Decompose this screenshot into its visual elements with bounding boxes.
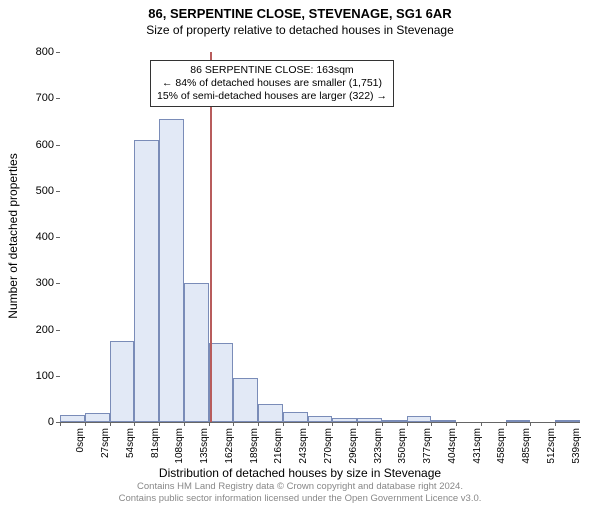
- plot-area: 01002003004005006007008000sqm27sqm54sqm8…: [60, 52, 580, 423]
- histogram-bar: [60, 415, 85, 422]
- xtick-mark: [233, 422, 234, 426]
- histogram-bar: [407, 416, 432, 422]
- histogram-bar: [308, 416, 333, 422]
- xtick-label: 189sqm: [249, 428, 260, 464]
- property-marker-line: [210, 52, 212, 422]
- histogram-bar: [555, 420, 580, 422]
- ytick-mark: [56, 330, 60, 331]
- xtick-mark: [332, 422, 333, 426]
- histogram-bar: [382, 420, 407, 422]
- xtick-label: 377sqm: [422, 428, 433, 464]
- xtick-label: 243sqm: [298, 428, 309, 464]
- x-axis-label: Distribution of detached houses by size …: [0, 466, 600, 480]
- xtick-label: 108sqm: [174, 428, 185, 464]
- xtick-label: 431sqm: [472, 428, 483, 464]
- histogram-bar: [332, 418, 357, 422]
- ytick-label: 0: [24, 416, 54, 428]
- xtick-mark: [357, 422, 358, 426]
- xtick-mark: [184, 422, 185, 426]
- xtick-label: 135sqm: [199, 428, 210, 464]
- xtick-mark: [506, 422, 507, 426]
- footer-line-1: Contains HM Land Registry data © Crown c…: [0, 481, 600, 492]
- histogram-bar: [184, 283, 209, 422]
- xtick-label: 81sqm: [150, 428, 161, 458]
- ytick-label: 300: [24, 277, 54, 289]
- footer-line-2: Contains public sector information licen…: [0, 493, 600, 504]
- xtick-mark: [60, 422, 61, 426]
- xtick-label: 512sqm: [546, 428, 557, 464]
- histogram-bar: [258, 404, 283, 423]
- ytick-mark: [56, 145, 60, 146]
- histogram-bar: [209, 343, 234, 422]
- ytick-mark: [56, 52, 60, 53]
- xtick-mark: [555, 422, 556, 426]
- xtick-mark: [456, 422, 457, 426]
- xtick-label: 404sqm: [447, 428, 458, 464]
- xtick-label: 485sqm: [521, 428, 532, 464]
- ytick-mark: [56, 98, 60, 99]
- annotation-line-3: 15% of semi-detached houses are larger (…: [157, 90, 387, 103]
- xtick-label: 539sqm: [571, 428, 582, 464]
- xtick-label: 0sqm: [75, 428, 86, 452]
- ytick-mark: [56, 191, 60, 192]
- xtick-mark: [85, 422, 86, 426]
- histogram-bar: [85, 413, 110, 422]
- histogram-bar: [506, 420, 531, 422]
- annotation-line-2: ← 84% of detached houses are smaller (1,…: [157, 77, 387, 90]
- xtick-mark: [283, 422, 284, 426]
- ytick-label: 100: [24, 370, 54, 382]
- xtick-mark: [481, 422, 482, 426]
- ytick-label: 800: [24, 46, 54, 58]
- ytick-label: 400: [24, 231, 54, 243]
- xtick-mark: [407, 422, 408, 426]
- xtick-mark: [209, 422, 210, 426]
- xtick-label: 323sqm: [373, 428, 384, 464]
- ytick-label: 600: [24, 139, 54, 151]
- histogram-bar: [283, 412, 308, 422]
- annotation-box: 86 SERPENTINE CLOSE: 163sqm ← 84% of det…: [150, 60, 394, 107]
- histogram-bar: [431, 420, 456, 422]
- histogram-bar: [159, 119, 184, 422]
- xtick-mark: [159, 422, 160, 426]
- xtick-mark: [431, 422, 432, 426]
- ytick-label: 200: [24, 324, 54, 336]
- ytick-mark: [56, 283, 60, 284]
- histogram-bar: [110, 341, 135, 422]
- histogram-bar: [233, 378, 258, 422]
- ytick-label: 500: [24, 185, 54, 197]
- xtick-label: 296sqm: [348, 428, 359, 464]
- ytick-mark: [56, 237, 60, 238]
- ytick-label: 700: [24, 92, 54, 104]
- xtick-label: 270sqm: [323, 428, 334, 464]
- xtick-mark: [308, 422, 309, 426]
- xtick-label: 350sqm: [397, 428, 408, 464]
- histogram-bar: [357, 418, 382, 422]
- y-axis-label: Number of detached properties: [6, 153, 20, 318]
- xtick-mark: [382, 422, 383, 426]
- xtick-label: 27sqm: [100, 428, 111, 458]
- ytick-mark: [56, 376, 60, 377]
- xtick-label: 458sqm: [496, 428, 507, 464]
- histogram-bar: [134, 140, 159, 422]
- xtick-label: 216sqm: [273, 428, 284, 464]
- xtick-mark: [134, 422, 135, 426]
- annotation-line-1: 86 SERPENTINE CLOSE: 163sqm: [157, 64, 387, 77]
- histogram-chart: 01002003004005006007008000sqm27sqm54sqm8…: [60, 52, 580, 422]
- xtick-label: 54sqm: [125, 428, 136, 458]
- xtick-label: 162sqm: [224, 428, 235, 464]
- xtick-mark: [258, 422, 259, 426]
- xtick-mark: [110, 422, 111, 426]
- xtick-mark: [530, 422, 531, 426]
- footer-attribution: Contains HM Land Registry data © Crown c…: [0, 481, 600, 504]
- page-title-1: 86, SERPENTINE CLOSE, STEVENAGE, SG1 6AR: [0, 6, 600, 21]
- page-title-2: Size of property relative to detached ho…: [0, 23, 600, 37]
